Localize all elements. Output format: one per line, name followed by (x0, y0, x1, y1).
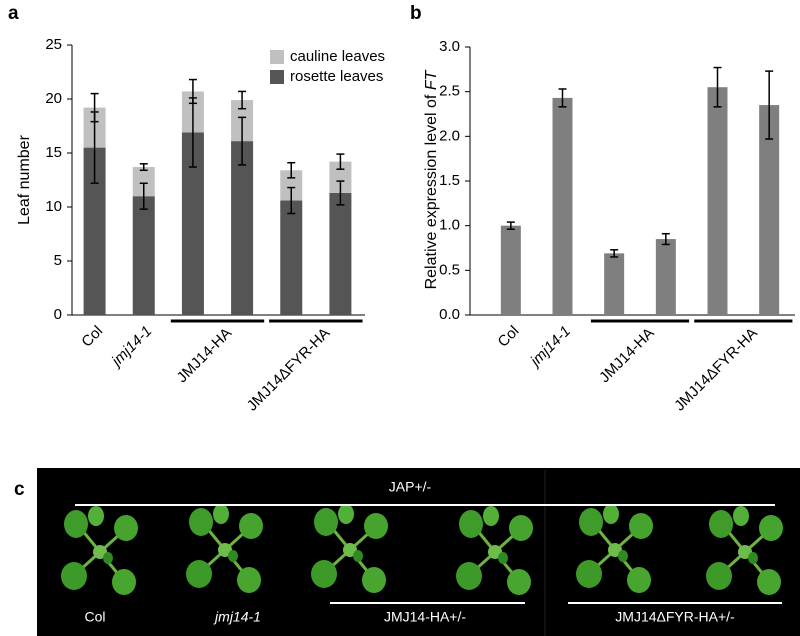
error-bar (90, 92, 99, 123)
bar (707, 87, 728, 315)
y-tick-label: 1.0 (439, 217, 460, 234)
y-axis-label: Leaf number (16, 134, 33, 225)
y-tick-label: 0.5 (439, 261, 460, 278)
panel-label: a (8, 3, 19, 24)
error-bar (139, 163, 148, 172)
bar (759, 105, 780, 315)
y-axis-label-italic: FT (423, 69, 440, 90)
error-bar (287, 161, 296, 179)
y-tick-label: 0.0 (439, 306, 460, 323)
photo-label: JMJ14-HA+/- (384, 609, 466, 625)
legend-label: cauline leaves (290, 48, 385, 65)
bar (280, 170, 303, 201)
y-axis-label: Relative expression level of FT (423, 69, 440, 289)
bar (329, 161, 352, 193)
error-bar (713, 66, 722, 108)
x-tick-label: jmj14-1 (107, 323, 155, 371)
y-axis-label-text: Relative expression level of (423, 90, 440, 289)
bar (552, 97, 573, 315)
photo-label: jmj14-1 (213, 609, 261, 625)
error-bar (188, 78, 197, 105)
error-bar (336, 180, 345, 206)
photo-label: JMJ14ΔFYR-HA+/- (615, 609, 735, 625)
bar (604, 253, 625, 315)
error-bar (238, 116, 247, 166)
y-axis-label-text: Leaf number (16, 134, 33, 225)
legend-swatch (270, 70, 284, 84)
y-tick-label: 2.5 (439, 83, 460, 100)
y-tick-label: 25 (45, 36, 62, 53)
error-bar (139, 182, 148, 210)
bar (329, 192, 352, 315)
y-tick-label: 2.0 (439, 127, 460, 144)
panel-label: c (14, 479, 25, 500)
error-bar (558, 88, 567, 108)
y-tick-label: 3.0 (439, 38, 460, 55)
error-bar (287, 186, 296, 215)
bar (280, 200, 303, 315)
error-bar (610, 249, 619, 258)
group-label: JMJ14-HA (596, 325, 658, 387)
y-tick-label: 5 (54, 252, 62, 269)
bar (181, 132, 204, 315)
y-tick-label: 10 (45, 198, 62, 215)
y-tick-label: 20 (45, 90, 62, 107)
bar (83, 147, 106, 315)
bar (655, 239, 676, 315)
bar (231, 141, 254, 315)
group-label: JMJ14-HA (174, 325, 236, 387)
error-bar (661, 232, 670, 246)
x-tick-label: Col (495, 323, 523, 351)
photo-label: Col (84, 609, 105, 625)
group-label: JMJ14ΔFYR-HA (671, 325, 761, 415)
bar (132, 196, 155, 315)
error-bar (506, 221, 515, 230)
bar (500, 225, 521, 315)
x-tick-label: jmj14-1 (526, 323, 574, 371)
error-bar (765, 70, 774, 140)
legend-swatch (270, 50, 284, 64)
y-tick-label: 1.5 (439, 172, 460, 189)
y-tick-label: 0 (54, 306, 62, 323)
bar (132, 167, 155, 197)
x-tick-label: Col (78, 323, 106, 351)
photo-label: JAP+/- (389, 479, 432, 495)
error-bar (238, 90, 247, 110)
legend-label: rosette leaves (290, 68, 383, 85)
panel-label: b (410, 3, 422, 24)
error-bar (336, 153, 345, 170)
photo-panel (37, 468, 800, 636)
y-tick-label: 15 (45, 144, 62, 161)
group-label: JMJ14ΔFYR-HA (244, 325, 334, 415)
